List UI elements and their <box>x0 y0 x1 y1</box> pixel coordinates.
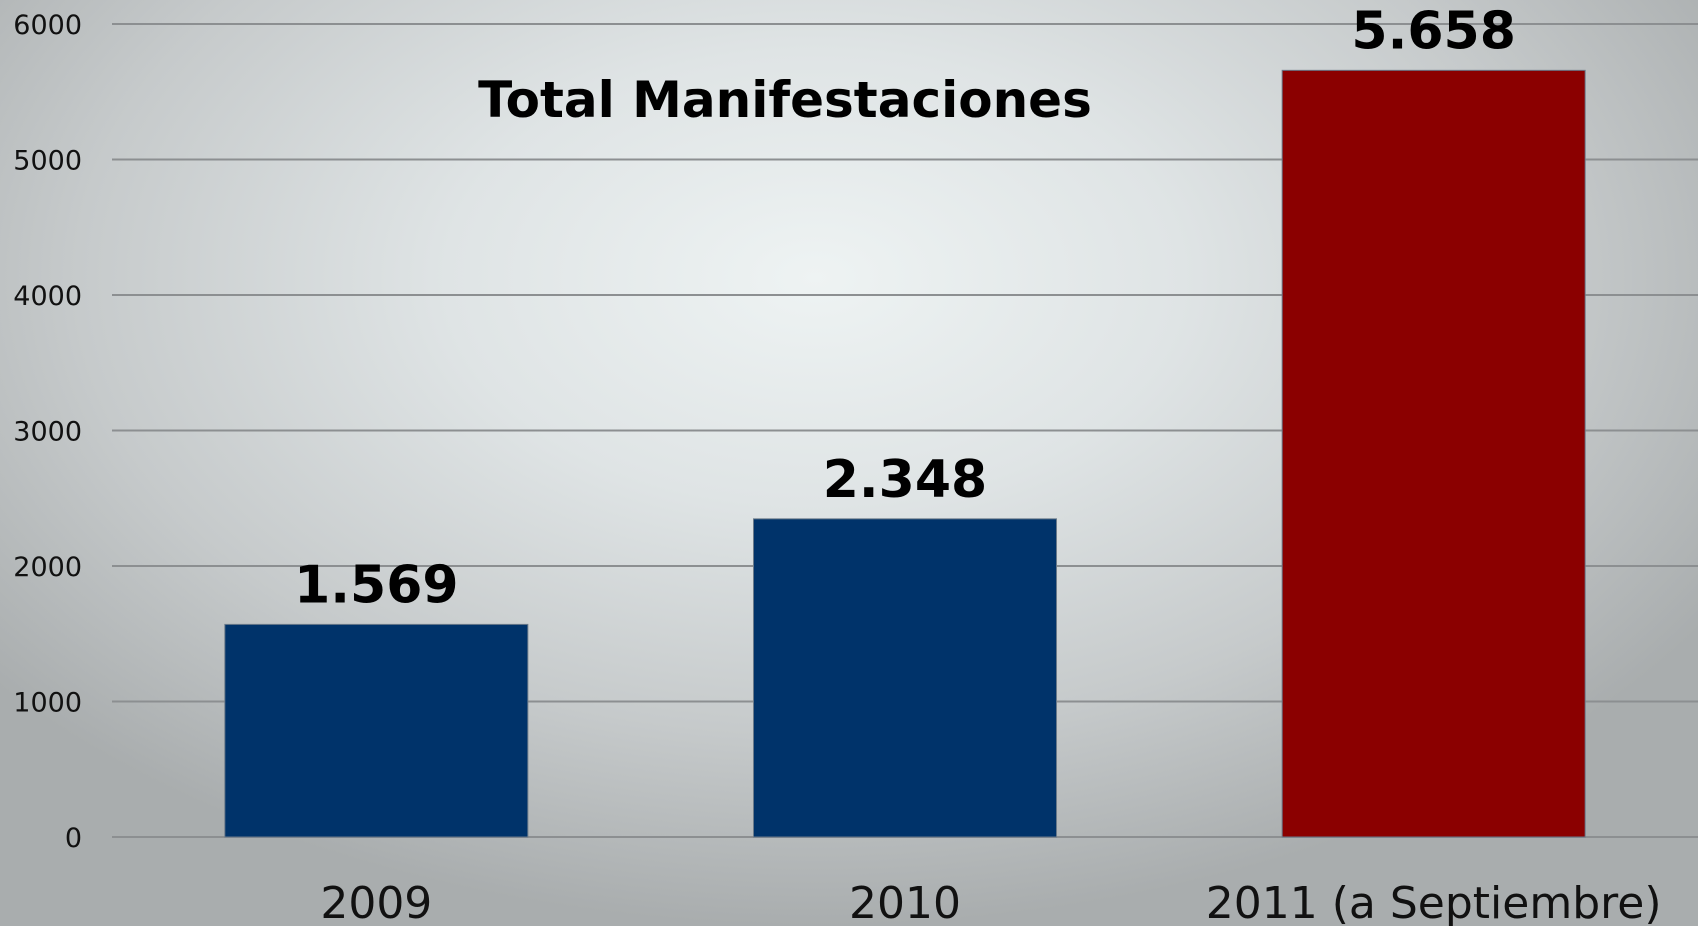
data-label: 2.348 <box>823 450 987 510</box>
y-tick-label: 4000 <box>13 281 82 312</box>
x-category-label: 2010 <box>849 878 961 926</box>
y-tick-label: 6000 <box>13 10 82 41</box>
y-tick-label: 1000 <box>13 688 82 719</box>
y-tick-label: 2000 <box>13 552 82 583</box>
bar <box>1281 69 1586 838</box>
x-axis-categories: 2009 2010 2011 (a Septiembre) <box>320 878 1661 926</box>
chart-title: Total Manifestaciones <box>478 71 1092 129</box>
x-category-label: 2011 (a Septiembre) <box>1206 878 1662 926</box>
y-tick-label: 0 <box>65 823 82 854</box>
x-category-label: 2009 <box>320 878 432 926</box>
bars <box>224 69 1586 838</box>
y-tick-label: 3000 <box>13 417 82 448</box>
bar <box>753 518 1057 838</box>
data-label: 5.658 <box>1351 1 1515 61</box>
y-tick-label: 5000 <box>13 146 82 177</box>
y-axis-ticks: 0 1000 2000 3000 4000 5000 6000 <box>13 10 82 854</box>
bar <box>224 623 529 838</box>
data-labels: 1.569 2.348 5.658 <box>294 1 1516 615</box>
data-label: 1.569 <box>294 555 458 615</box>
